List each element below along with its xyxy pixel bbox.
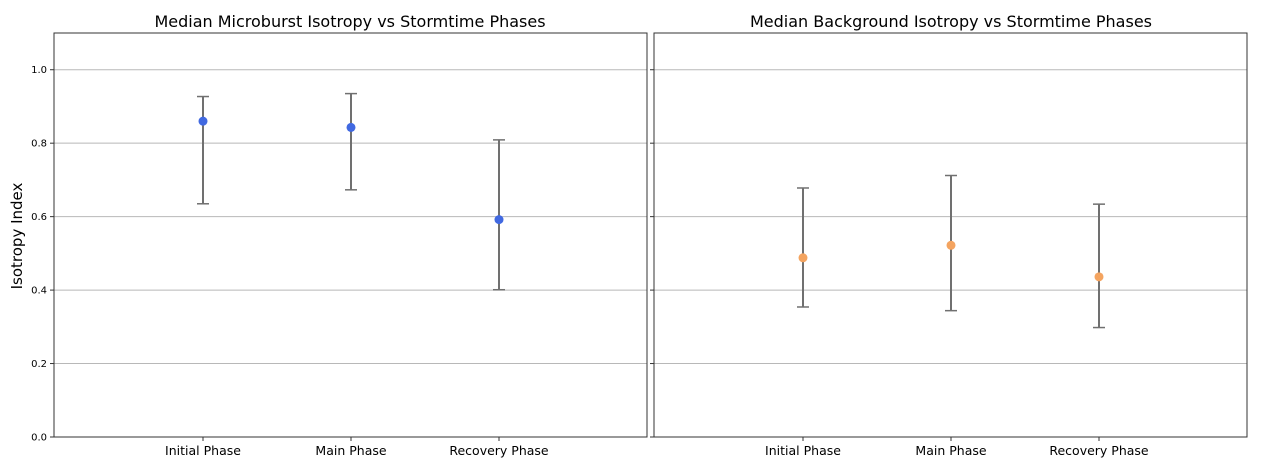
background-chart-title: Median Background Isotropy vs Stormtime … [750, 12, 1152, 31]
microburst-x-tick-label: Recovery Phase [449, 443, 549, 458]
y-axis-label: Isotropy Index [8, 182, 26, 289]
background-errorbar [1093, 203, 1105, 329]
background-marks [797, 174, 1105, 329]
background-median-point [798, 253, 808, 263]
microburst-errorbar [493, 139, 505, 291]
microburst-x-ticks: Initial Phase Main Phase Recovery Phase [165, 437, 549, 458]
background-median-point [946, 240, 956, 250]
microburst-chart-title: Median Microburst Isotropy vs Stormtime … [154, 12, 545, 31]
background-median-point [1094, 272, 1104, 282]
microburst-median-point [494, 215, 504, 225]
microburst-x-tick-label: Initial Phase [165, 443, 241, 458]
background-x-ticks: Initial Phase Main Phase Recovery Phase [765, 437, 1149, 458]
microburst-grid [54, 69, 647, 365]
microburst-y-tick-label: 0.6 [31, 212, 47, 223]
microburst-x-tick-label: Main Phase [315, 443, 386, 458]
microburst-y-tick-label: 0.0 [31, 433, 47, 444]
microburst-errorbar [345, 92, 357, 191]
microburst-y-tick-label: 1.0 [31, 65, 47, 76]
microburst-chart-panel: Median Microburst Isotropy vs Stormtime … [8, 12, 648, 458]
microburst-y-tick-label: 0.4 [31, 286, 47, 297]
microburst-errorbar [197, 95, 209, 205]
background-chart-panel: Median Background Isotropy vs Stormtime … [650, 12, 1248, 458]
background-x-tick-label: Recovery Phase [1049, 443, 1149, 458]
microburst-marks [197, 92, 505, 291]
background-x-tick-label: Main Phase [915, 443, 986, 458]
microburst-y-tick-label: 0.8 [31, 139, 47, 150]
background-y-ticks [650, 69, 654, 438]
microburst-median-point [198, 116, 208, 126]
microburst-median-point [346, 122, 356, 132]
microburst-y-tick-label: 0.2 [31, 359, 47, 370]
background-x-tick-label: Initial Phase [765, 443, 841, 458]
microburst-y-ticks: 0.0 0.2 0.4 0.6 0.8 1.0 [31, 65, 54, 444]
background-plot-frame [653, 32, 1248, 438]
microburst-plot-frame [53, 32, 648, 438]
background-errorbar [797, 187, 809, 308]
